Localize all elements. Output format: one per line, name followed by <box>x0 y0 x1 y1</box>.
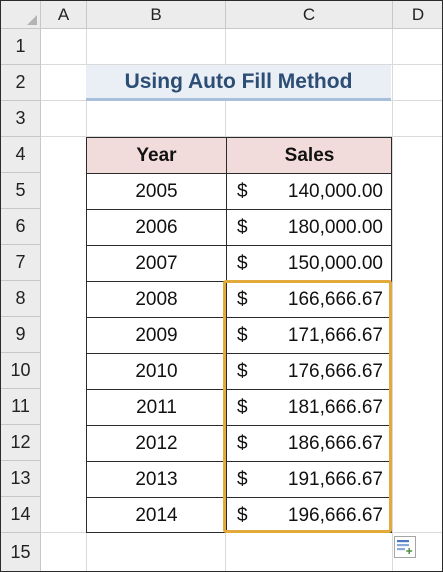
table-border <box>86 532 392 533</box>
row-header-6[interactable]: 6 <box>1 209 41 245</box>
sales-value: 180,000.00 <box>287 216 383 238</box>
sheet-title[interactable]: Using Auto Fill Method <box>86 65 391 101</box>
year-cell[interactable]: 2012 <box>86 425 226 461</box>
sales-value: 196,666.67 <box>287 504 383 526</box>
sales-value: 166,666.67 <box>287 288 383 310</box>
row-header-5[interactable]: 5 <box>1 173 41 209</box>
year-cell[interactable]: 2008 <box>86 281 226 317</box>
row-header-12[interactable]: 12 <box>1 425 41 461</box>
sales-cell[interactable]: $ 140,000.00 <box>226 173 392 209</box>
sales-value: 150,000.00 <box>287 252 383 274</box>
sales-value: 176,666.67 <box>287 360 383 382</box>
row-header-8[interactable]: 8 <box>1 281 41 317</box>
table-border <box>391 137 392 533</box>
year-cell[interactable]: 2005 <box>86 173 226 209</box>
year-cell[interactable]: 2014 <box>86 497 226 533</box>
sales-value: 140,000.00 <box>287 180 383 202</box>
currency-symbol: $ <box>237 252 248 274</box>
row-header-11[interactable]: 11 <box>1 389 41 425</box>
sales-value: 171,666.67 <box>287 324 383 346</box>
currency-symbol: $ <box>237 504 248 526</box>
row-header-13[interactable]: 13 <box>1 461 41 497</box>
sales-value: 181,666.67 <box>287 396 383 418</box>
auto-fill-options-button[interactable] <box>394 536 416 558</box>
currency-symbol: $ <box>237 468 248 490</box>
column-header-b[interactable]: B <box>87 1 226 29</box>
currency-symbol: $ <box>237 216 248 238</box>
column-header-c[interactable]: C <box>226 1 393 29</box>
sales-cell[interactable]: $ 191,666.67 <box>226 461 392 497</box>
header-cell-year[interactable]: Year <box>86 137 226 173</box>
year-cell[interactable]: 2007 <box>86 245 226 281</box>
row-header-14[interactable]: 14 <box>1 497 41 533</box>
sales-cell[interactable]: $ 171,666.67 <box>226 317 392 353</box>
row-header-1[interactable]: 1 <box>1 29 41 65</box>
currency-symbol: $ <box>237 324 248 346</box>
select-all-button[interactable] <box>1 1 41 29</box>
sales-cell[interactable]: $ 150,000.00 <box>226 245 392 281</box>
currency-symbol: $ <box>237 432 248 454</box>
auto-fill-options-icon <box>397 540 413 554</box>
year-cell[interactable]: 2006 <box>86 209 226 245</box>
row-header-4[interactable]: 4 <box>1 137 41 173</box>
currency-symbol: $ <box>237 180 248 202</box>
column-header-d[interactable]: D <box>393 1 442 29</box>
sales-cell[interactable]: $ 181,666.67 <box>226 389 392 425</box>
sales-cell[interactable]: $ 186,666.67 <box>226 425 392 461</box>
currency-symbol: $ <box>237 288 248 310</box>
year-cell[interactable]: 2009 <box>86 317 226 353</box>
column-header-a[interactable]: A <box>41 1 87 29</box>
year-cell[interactable]: 2013 <box>86 461 226 497</box>
sales-value: 191,666.67 <box>287 468 383 490</box>
row-header-7[interactable]: 7 <box>1 245 41 281</box>
row-header-3[interactable]: 3 <box>1 101 41 137</box>
sales-cell[interactable]: $ 166,666.67 <box>226 281 392 317</box>
row-header-9[interactable]: 9 <box>1 317 41 353</box>
row-header-2[interactable]: 2 <box>1 65 41 101</box>
sales-cell[interactable]: $ 196,666.67 <box>226 497 392 533</box>
gridline <box>41 136 442 137</box>
gridline <box>392 29 393 571</box>
sales-cell[interactable]: $ 180,000.00 <box>226 209 392 245</box>
row-header-10[interactable]: 10 <box>1 353 41 389</box>
gridline <box>41 64 442 65</box>
sales-cell[interactable]: $ 176,666.67 <box>226 353 392 389</box>
sales-value: 186,666.67 <box>287 432 383 454</box>
currency-symbol: $ <box>237 396 248 418</box>
header-cell-sales[interactable]: Sales <box>226 137 392 173</box>
year-cell[interactable]: 2010 <box>86 353 226 389</box>
select-all-triangle-icon <box>27 15 37 25</box>
currency-symbol: $ <box>237 360 248 382</box>
year-cell[interactable]: 2011 <box>86 389 226 425</box>
row-header-15[interactable]: 15 <box>1 533 41 571</box>
